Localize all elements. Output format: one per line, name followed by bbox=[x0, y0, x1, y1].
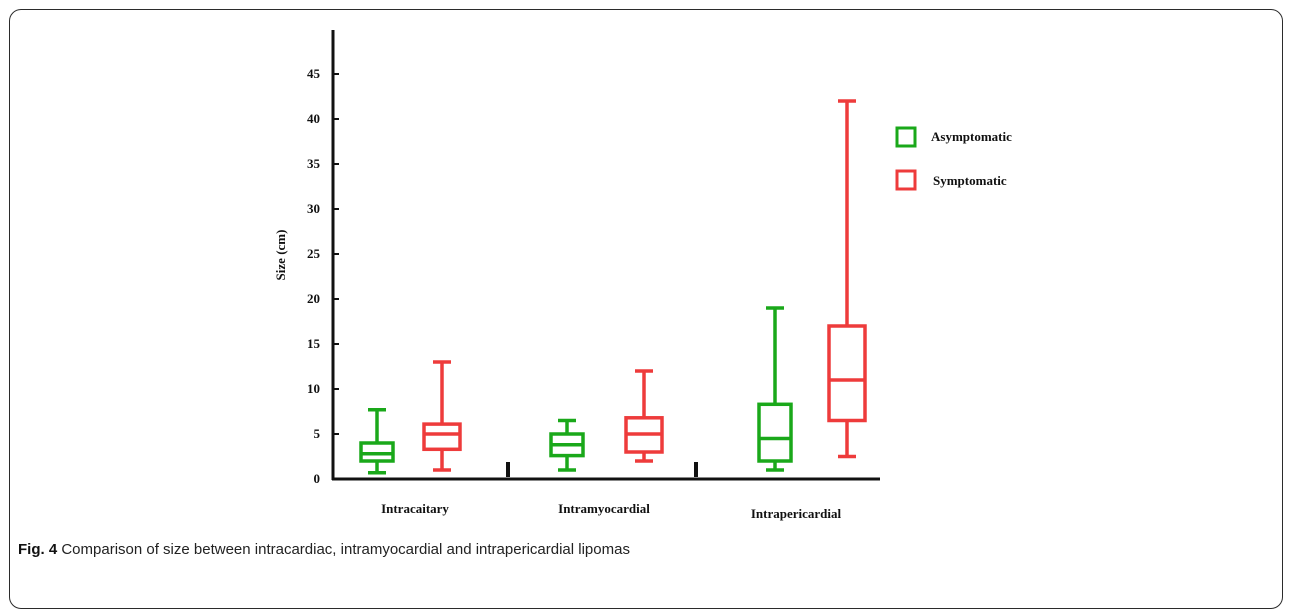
iqr-box bbox=[757, 402, 793, 463]
y-axis: 0 5 10 15 20 25 30 35 40 45 Size (cm) bbox=[273, 30, 339, 486]
iqr-box bbox=[422, 422, 462, 452]
box-asymptomatic-intrapericardial bbox=[757, 306, 793, 472]
x-tick-label: Intracaitary bbox=[381, 501, 449, 516]
box-symptomatic-intramyocardial bbox=[624, 369, 664, 463]
y-tick-label: 45 bbox=[307, 66, 321, 81]
legend-item-symptomatic: Symptomatic bbox=[895, 169, 1007, 191]
y-tick-label: 30 bbox=[307, 201, 320, 216]
x-tick-label: Intrapericardial bbox=[751, 506, 842, 521]
box-plot-chart: 0 5 10 15 20 25 30 35 40 45 Size (cm) Intracaitar… bbox=[273, 30, 1012, 521]
figure-number: Fig. 4 bbox=[18, 541, 58, 558]
legend: Asymptomatic Symptomatic bbox=[895, 126, 1012, 191]
legend-swatch bbox=[895, 169, 917, 191]
y-tick-label: 5 bbox=[314, 426, 321, 441]
legend-label: Symptomatic bbox=[933, 173, 1007, 188]
box-symptomatic-intrapericardial bbox=[827, 99, 867, 459]
y-tick-label: 10 bbox=[307, 381, 320, 396]
legend-item-asymptomatic: Asymptomatic bbox=[895, 126, 1012, 148]
y-tick-label: 35 bbox=[307, 156, 321, 171]
y-tick-label: 20 bbox=[307, 291, 320, 306]
box-asymptomatic-intramyocardial bbox=[549, 418, 585, 472]
boxes bbox=[359, 99, 867, 475]
x-axis: Intracaitary Intramyocardial Intrapericard… bbox=[332, 462, 880, 521]
y-tick-label: 40 bbox=[307, 111, 320, 126]
y-ticks: 0 5 10 15 20 25 30 35 40 45 bbox=[307, 66, 339, 486]
x-tick-label: Intramyocardial bbox=[558, 501, 650, 516]
box-symptomatic-intracaitary bbox=[422, 360, 462, 472]
y-tick-label: 0 bbox=[314, 471, 321, 486]
iqr-box bbox=[359, 441, 395, 463]
y-tick-label: 15 bbox=[307, 336, 321, 351]
legend-label: Asymptomatic bbox=[931, 129, 1012, 144]
y-tick-label: 25 bbox=[307, 246, 321, 261]
figure-caption: Fig. 4 Comparison of size between intrac… bbox=[18, 541, 630, 558]
y-axis-label: Size (cm) bbox=[273, 230, 288, 281]
box-asymptomatic-intracaitary bbox=[359, 407, 395, 475]
legend-swatch bbox=[895, 126, 917, 148]
iqr-box bbox=[827, 324, 867, 423]
caption-text: Comparison of size between intracardiac,… bbox=[57, 541, 630, 558]
x-tick-labels: Intracaitary Intramyocardial Intrapericard… bbox=[381, 501, 841, 521]
